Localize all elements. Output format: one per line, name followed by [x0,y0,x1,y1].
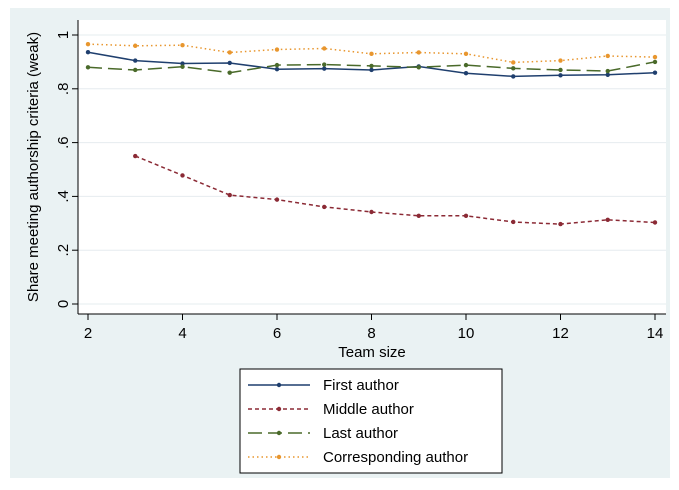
data-point-middle-author [511,219,516,225]
data-point-last-author [227,70,232,75]
data-point-first-author [463,70,469,76]
data-point-last-author [558,67,563,73]
data-point-first-author [274,66,280,72]
legend-label-middle-author: Middle author [323,401,414,418]
data-point-last-author [85,65,91,70]
legend: First author Middle author Last author Corr… [239,368,503,474]
y-tick-label: 0 [55,300,72,308]
data-point-last-author [133,67,138,73]
data-point-corresponding-author [133,43,138,48]
data-point-middle-author [322,204,327,210]
legend-marker-first-author [276,382,282,388]
data-point-first-author [85,50,91,55]
data-point-last-author [652,59,658,65]
data-point-first-author [322,66,327,71]
x-tick-label: 6 [273,325,281,342]
data-point-corresponding-author [369,51,374,57]
data-point-first-author [133,58,138,63]
data-point-last-author [416,65,421,70]
x-tick-label: 12 [552,325,569,342]
data-point-middle-author [227,192,232,198]
data-point-middle-author [369,209,374,215]
data-point-last-author [180,64,185,69]
data-point-corresponding-author [274,47,280,52]
grid-lines [78,34,666,305]
data-point-first-author [652,70,658,75]
y-tick-label: .8 [55,83,72,96]
data-point-corresponding-author [85,41,91,47]
legend-label-first-author: First author [323,377,399,394]
data-point-corresponding-author [227,50,232,55]
y-tick-label: .4 [55,190,72,203]
data-point-middle-author [463,213,469,218]
data-point-first-author [511,74,516,79]
data-point-corresponding-author [605,53,610,59]
x-tick-label: 2 [84,325,92,342]
x-tick-label: 4 [178,325,186,342]
axes: 0.2.4.6.812 4 6 8 10 12 14 [55,20,666,342]
data-point-middle-author [133,153,138,159]
series-group [85,41,658,227]
data-point-corresponding-author [463,51,469,57]
data-point-first-author [558,73,563,78]
y-axis-label: Share meeting authorship criteria (weak) [25,32,42,302]
data-point-middle-author [652,220,658,225]
data-point-first-author [605,72,610,78]
data-point-middle-author [416,213,421,218]
data-point-corresponding-author [416,50,421,55]
legend-label-last-author: Last author [323,425,398,442]
data-point-last-author [274,62,280,68]
data-point-middle-author [274,197,280,202]
x-tick-label: 14 [647,325,664,342]
data-point-last-author [322,62,327,67]
legend-box [239,368,503,474]
data-point-last-author [369,63,374,69]
data-point-last-author [511,66,516,71]
data-point-middle-author [605,217,610,223]
data-point-first-author [369,67,374,73]
data-point-last-author [463,62,469,68]
data-point-middle-author [180,173,185,178]
data-point-corresponding-author [511,60,516,65]
x-tick-label: 8 [367,325,375,342]
legend-marker-corresponding-author [276,454,282,460]
y-tick-label: 1 [55,31,72,39]
data-point-first-author [180,61,185,66]
data-point-corresponding-author [322,46,327,51]
data-point-corresponding-author [652,54,658,60]
data-point-first-author [227,60,232,66]
x-tick-label: 10 [458,325,475,342]
y-tick-label: .2 [55,244,72,257]
data-point-corresponding-author [180,43,185,48]
data-point-middle-author [558,221,563,227]
legend-label-corresponding-author: Corresponding author [323,449,468,466]
x-axis-label: Team size [338,344,406,361]
data-point-corresponding-author [558,58,563,63]
y-tick-label: .6 [55,136,72,149]
legend-marker-last-author [276,430,282,436]
series-line-middle-author [135,155,656,225]
legend-items: First author Middle author Last author Corr… [248,377,468,466]
data-point-last-author [605,68,610,74]
legend-marker-middle-author [276,406,282,412]
